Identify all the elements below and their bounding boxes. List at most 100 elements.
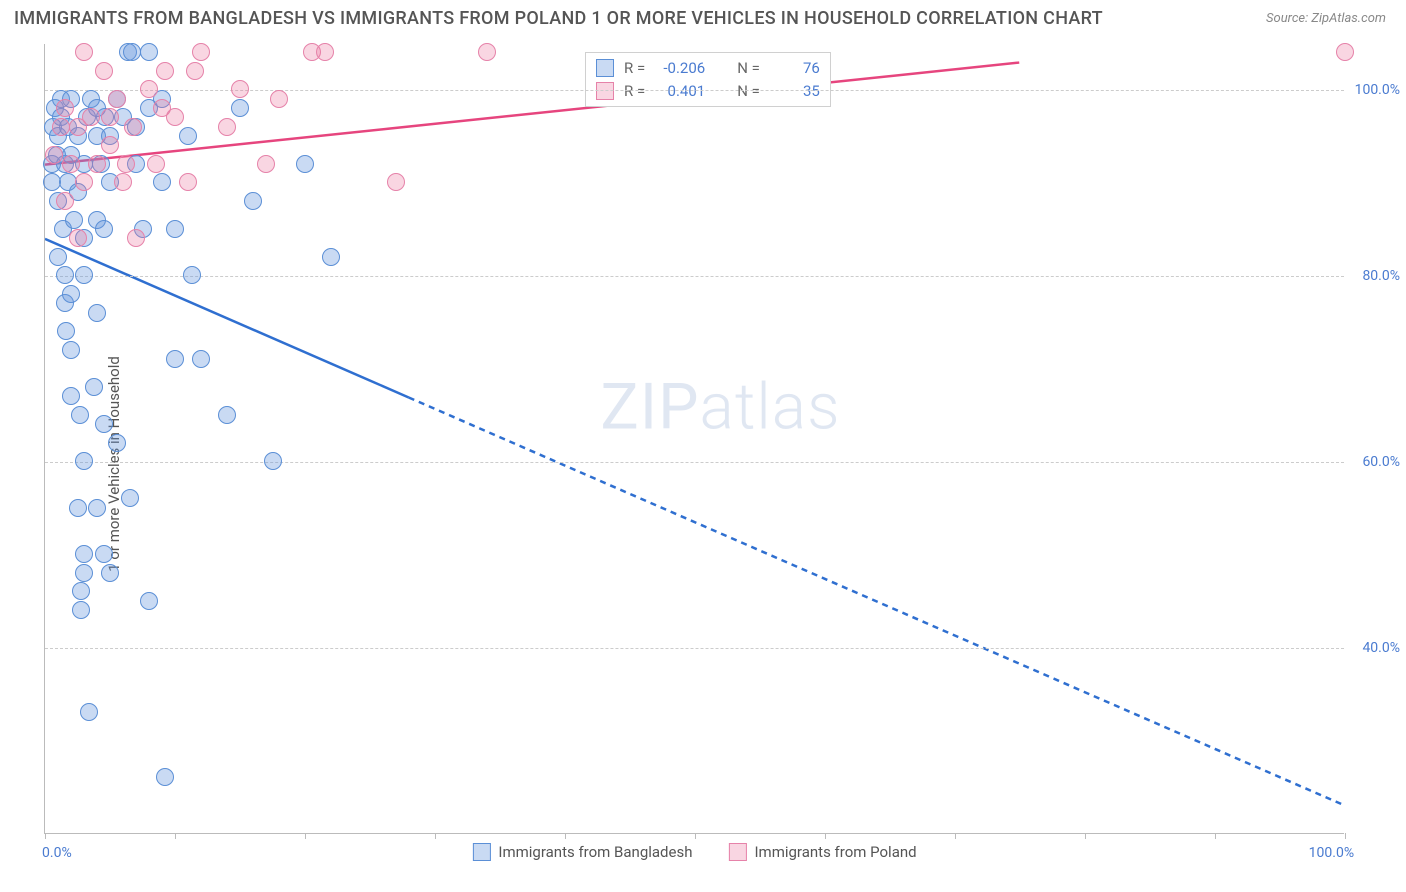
- data-point-a: [72, 601, 90, 619]
- data-point-a: [75, 266, 93, 284]
- data-point-a: [62, 341, 80, 359]
- data-point-a: [231, 99, 249, 117]
- data-point-a: [43, 173, 61, 191]
- data-point-a: [166, 220, 184, 238]
- data-point-b: [75, 173, 93, 191]
- x-tick-mark: [435, 833, 436, 839]
- data-point-b: [56, 99, 74, 117]
- data-point-b: [231, 80, 249, 98]
- data-point-a: [192, 350, 210, 368]
- x-tick-mark: [305, 833, 306, 839]
- x-tick-mark: [1215, 833, 1216, 839]
- trend-lines: [45, 44, 1344, 833]
- data-point-a: [65, 211, 83, 229]
- data-point-a: [218, 406, 236, 424]
- x-tick-mark: [45, 833, 46, 839]
- r-value-a: -0.206: [655, 57, 705, 80]
- data-point-a: [244, 192, 262, 210]
- n-value-a: 76: [770, 57, 820, 80]
- source-attribution: Source: ZipAtlas.com: [1266, 11, 1386, 26]
- data-point-b: [62, 155, 80, 173]
- data-point-b: [127, 229, 145, 247]
- x-tick-mark: [565, 833, 566, 839]
- legend-item-b: Immigrants from Poland: [728, 843, 916, 861]
- trend-line: [409, 397, 1344, 805]
- data-point-b: [117, 155, 135, 173]
- data-point-a: [156, 768, 174, 786]
- data-point-b: [108, 90, 126, 108]
- data-point-b: [192, 43, 210, 61]
- legend-item-a: Immigrants from Bangladesh: [472, 843, 692, 861]
- data-point-b: [316, 43, 334, 61]
- data-point-a: [69, 499, 87, 517]
- data-point-b: [1336, 43, 1354, 61]
- data-point-a: [95, 545, 113, 563]
- x-tick-mark: [1085, 833, 1086, 839]
- y-tick-label: 100.0%: [1355, 82, 1400, 98]
- x-tick-label: 100.0%: [1309, 845, 1354, 861]
- data-point-a: [108, 434, 126, 452]
- gridline-h: [45, 276, 1344, 277]
- data-point-a: [264, 452, 282, 470]
- data-point-b: [387, 173, 405, 191]
- data-point-a: [71, 406, 89, 424]
- data-point-a: [75, 564, 93, 582]
- r-label: R =: [624, 57, 645, 80]
- data-point-a: [121, 489, 139, 507]
- watermark-atlas: atlas: [700, 369, 841, 444]
- data-point-a: [101, 564, 119, 582]
- data-point-a: [80, 703, 98, 721]
- swatch-a: [472, 843, 490, 861]
- series-b-label: Immigrants from Poland: [754, 843, 916, 861]
- y-tick-label: 60.0%: [1362, 454, 1400, 470]
- data-point-b: [478, 43, 496, 61]
- data-point-a: [88, 304, 106, 322]
- data-point-a: [75, 545, 93, 563]
- data-point-b: [147, 155, 165, 173]
- y-tick-label: 80.0%: [1362, 268, 1400, 284]
- data-point-a: [179, 127, 197, 145]
- plot-region: ZIPatlas R = -0.206 N = 76 R = 0.401 N =…: [44, 44, 1344, 834]
- x-tick-label: 0.0%: [42, 845, 72, 861]
- watermark-zip: ZIP: [600, 369, 699, 444]
- data-point-b: [88, 155, 106, 173]
- series-legend: Immigrants from Bangladesh Immigrants fr…: [472, 843, 916, 861]
- data-point-a: [95, 220, 113, 238]
- x-tick-mark: [825, 833, 826, 839]
- data-point-a: [123, 43, 141, 61]
- x-tick-mark: [695, 833, 696, 839]
- data-point-b: [82, 108, 100, 126]
- data-point-a: [140, 43, 158, 61]
- swatch-b: [728, 843, 746, 861]
- data-point-a: [57, 322, 75, 340]
- x-tick-mark: [955, 833, 956, 839]
- data-point-b: [101, 108, 119, 126]
- data-point-a: [322, 248, 340, 266]
- series-a-label: Immigrants from Bangladesh: [498, 843, 692, 861]
- data-point-b: [124, 118, 142, 136]
- data-point-a: [88, 499, 106, 517]
- chart-area: 1 or more Vehicles in Household ZIPatlas…: [0, 36, 1406, 892]
- data-point-a: [183, 266, 201, 284]
- gridline-h: [45, 462, 1344, 463]
- data-point-b: [186, 62, 204, 80]
- x-tick-mark: [1345, 833, 1346, 839]
- data-point-b: [179, 173, 197, 191]
- data-point-a: [72, 582, 90, 600]
- data-point-b: [69, 229, 87, 247]
- data-point-a: [153, 173, 171, 191]
- data-point-a: [85, 378, 103, 396]
- data-point-b: [166, 108, 184, 126]
- n-label: N =: [737, 57, 760, 80]
- data-point-b: [45, 146, 63, 164]
- chart-title: IMMIGRANTS FROM BANGLADESH VS IMMIGRANTS…: [14, 8, 1103, 29]
- data-point-b: [114, 173, 132, 191]
- data-point-b: [56, 192, 74, 210]
- data-point-a: [56, 266, 74, 284]
- correlation-legend: R = -0.206 N = 76 R = 0.401 N = 35: [585, 52, 831, 107]
- data-point-b: [140, 80, 158, 98]
- data-point-b: [95, 62, 113, 80]
- data-point-b: [257, 155, 275, 173]
- x-tick-mark: [175, 833, 176, 839]
- data-point-a: [140, 592, 158, 610]
